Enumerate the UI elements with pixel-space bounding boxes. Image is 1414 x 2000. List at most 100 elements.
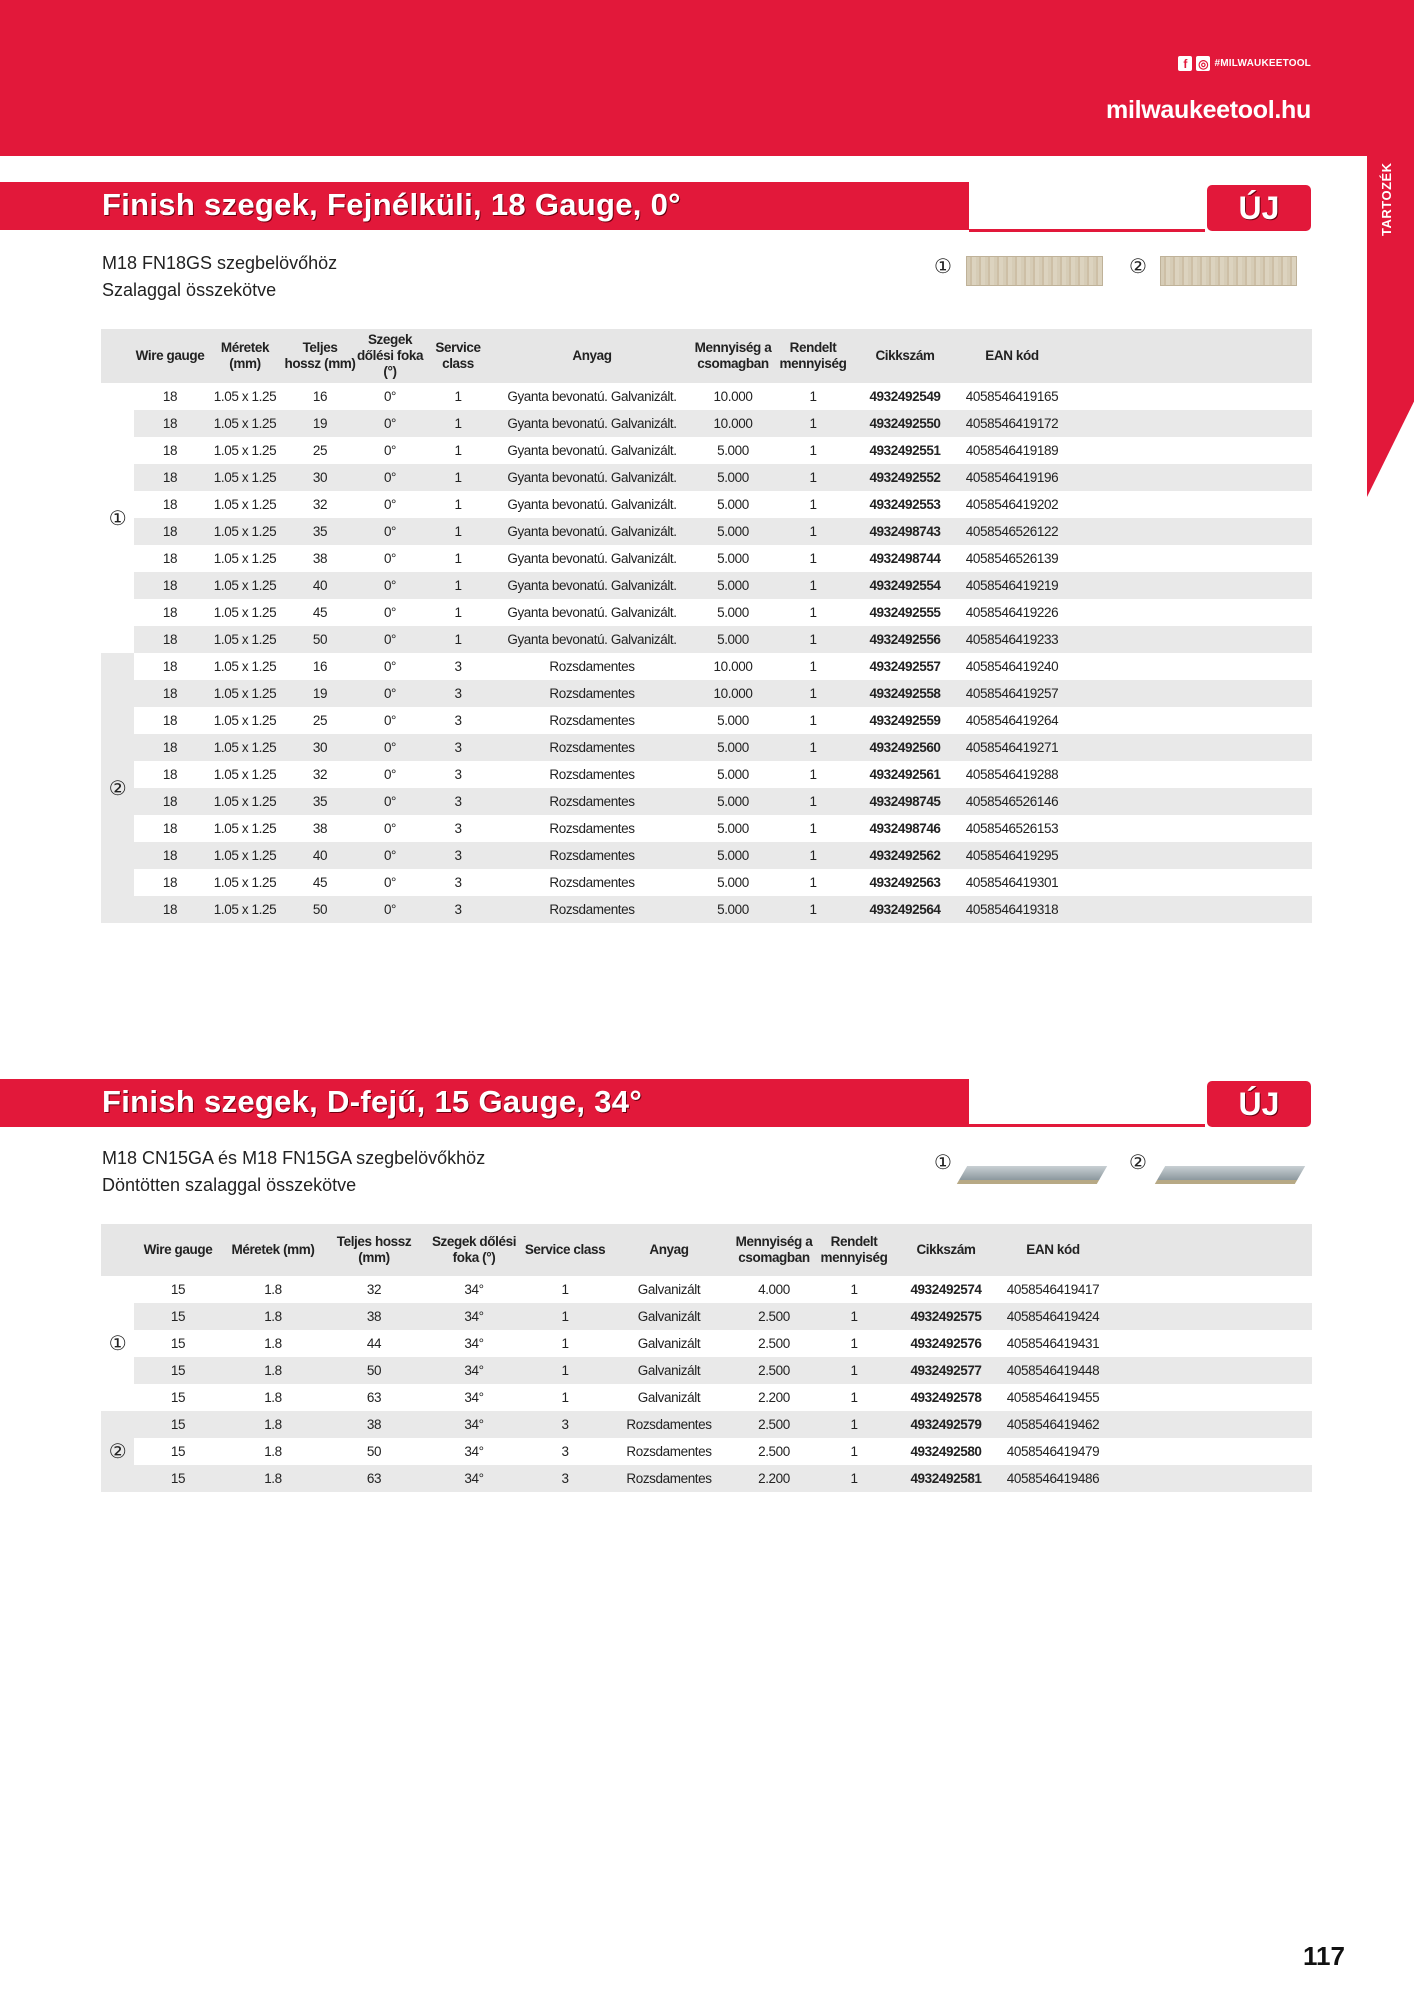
cell-wire-gauge: 18 (134, 464, 206, 491)
cell-pack-quantity: 2.500 (732, 1411, 816, 1438)
cell-dimensions: 1.05 x 1.25 (213, 659, 277, 674)
row-filler (1066, 626, 1312, 653)
cell-material: Rozsdamentes (626, 1444, 712, 1459)
cell-material: Rozsdamentes (492, 842, 692, 869)
cell-ean-code: 4058546419233 (958, 626, 1066, 653)
row-filler (1066, 707, 1312, 734)
cell-total-length: 44 (366, 1336, 382, 1351)
cell-total-length: 32 (312, 497, 328, 512)
cell-ean-code: 4058546419165 (965, 389, 1059, 404)
new-badge: ÚJ (1207, 185, 1311, 231)
cell-material: Galvanizált (637, 1282, 701, 1297)
cell-wire-gauge: 15 (134, 1357, 222, 1384)
cell-order-quantity: 1 (774, 572, 852, 599)
cell-order-quantity: 1 (774, 896, 852, 923)
cell-article-number: 4932492574 (910, 1282, 982, 1297)
cell-angle: 0° (356, 464, 424, 491)
cell-total-length: 45 (312, 605, 328, 620)
cell-material: Galvanizált (606, 1303, 732, 1330)
nail-strip-image (966, 256, 1103, 286)
cell-ean-code: 4058546419226 (965, 605, 1059, 620)
cell-material: Gyanta bevonatú. Galvanizált. (507, 605, 677, 620)
section-title: Finish szegek, D-fejű, 15 Gauge, 34° (102, 1084, 643, 1119)
section-subtitle: Szalaggal összekötve (102, 280, 277, 300)
cell-order-quantity: 1 (809, 767, 817, 782)
cell-dimensions: 1.05 x 1.25 (213, 767, 277, 782)
cell-pack-quantity: 10.000 (713, 659, 753, 674)
cell-pack-quantity: 10.000 (692, 680, 774, 707)
cell-angle: 0° (383, 659, 397, 674)
column-header-pack-quantity: Mennyiség a csomagban (732, 1224, 816, 1276)
cell-material: Galvanizált (637, 1336, 701, 1351)
cell-dimensions: 1.05 x 1.25 (206, 788, 284, 815)
cell-wire-gauge: 18 (134, 896, 206, 923)
cell-wire-gauge: 15 (134, 1411, 222, 1438)
cell-article-number: 4932492553 (869, 497, 941, 512)
cell-wire-gauge: 18 (162, 443, 178, 458)
row-filler (1066, 761, 1312, 788)
cell-wire-gauge: 18 (134, 518, 206, 545)
cell-wire-gauge: 18 (134, 680, 206, 707)
instagram-icon[interactable]: ◎ (1196, 56, 1211, 71)
cell-dimensions: 1.05 x 1.25 (206, 518, 284, 545)
cell-angle: 0° (356, 572, 424, 599)
nail-strip-image (956, 1166, 1108, 1184)
cell-service-class: 1 (454, 551, 462, 566)
cell-total-length: 50 (284, 626, 356, 653)
cell-ean-code: 4058546419189 (965, 443, 1059, 458)
cell-pack-quantity: 5.000 (717, 551, 749, 566)
cell-wire-gauge: 18 (162, 497, 178, 512)
cell-total-length: 32 (312, 767, 328, 782)
page-number: 117 (1303, 1941, 1345, 1971)
cell-order-quantity: 1 (809, 551, 817, 566)
cell-order-quantity: 1 (816, 1465, 892, 1492)
cell-dimensions: 1.05 x 1.25 (213, 875, 277, 890)
cell-article-number: 4932492556 (852, 626, 958, 653)
column-header-service-class: Service class (524, 1224, 606, 1276)
cell-wire-gauge: 18 (134, 572, 206, 599)
row-filler (1106, 1357, 1312, 1384)
cell-service-class: 1 (424, 410, 492, 437)
cell-order-quantity: 1 (809, 713, 817, 728)
table-row: 18 1.05 x 1.25 50 0° 3 Rozsdamentes 5.000 1 4932… (101, 896, 1312, 923)
table-row: ② 15 1.8 38 34° 3 Rozsdamentes 2.500 1 4932492579… (101, 1411, 1312, 1492)
cell-order-quantity: 1 (809, 497, 817, 512)
cell-total-length: 50 (366, 1444, 382, 1459)
section-title-bar: Finish szegek, D-fejű, 15 Gauge, 34° (0, 1079, 969, 1127)
cell-material: Rozsdamentes (549, 659, 635, 674)
cell-total-length: 16 (312, 659, 328, 674)
cell-service-class: 1 (424, 464, 492, 491)
cell-pack-quantity: 10.000 (713, 389, 753, 404)
cell-total-length: 30 (284, 464, 356, 491)
cell-order-quantity: 1 (850, 1282, 858, 1297)
cell-material: Rozsdamentes (549, 875, 635, 890)
social-links: f ◎ #MILWAUKEETOOL (1178, 56, 1311, 71)
cell-material: Gyanta bevonatú. Galvanizált. (492, 572, 692, 599)
image-label: ② (1129, 1152, 1147, 1174)
facebook-icon[interactable]: f (1178, 56, 1193, 71)
cell-pack-quantity: 5.000 (717, 605, 749, 620)
column-header-total-length: Teljes hossz (mm) (324, 1224, 424, 1276)
nail-strip-image (1154, 1166, 1306, 1184)
table-row: 18 1.05 x 1.25 40 0° 3 Rozsdamentes 5.000 1 4932… (101, 842, 1312, 869)
column-header-wire-gauge: Wire gauge (134, 1224, 222, 1276)
cell-article-number: 4932492564 (852, 896, 958, 923)
cell-total-length: 40 (284, 842, 356, 869)
cell-dimensions: 1.05 x 1.25 (206, 896, 284, 923)
row-filler (1106, 1384, 1312, 1411)
cell-wire-gauge: 18 (162, 659, 178, 674)
cell-pack-quantity: 10.000 (692, 410, 774, 437)
row-filler (1066, 437, 1312, 464)
cell-ean-code: 4058546419257 (958, 680, 1066, 707)
cell-service-class: 1 (561, 1282, 569, 1297)
cell-angle: 0° (383, 767, 397, 782)
row-filler (1066, 869, 1312, 896)
cell-total-length: 38 (312, 551, 328, 566)
cell-order-quantity: 1 (816, 1357, 892, 1384)
website-link[interactable]: milwaukeetool.hu (1106, 96, 1311, 124)
cell-angle: 0° (356, 842, 424, 869)
cell-dimensions: 1.8 (222, 1303, 324, 1330)
cell-ean-code: 4058546526139 (965, 551, 1059, 566)
column-header-dimensions: Méretek (mm) (206, 329, 284, 383)
cell-pack-quantity: 5.000 (692, 896, 774, 923)
